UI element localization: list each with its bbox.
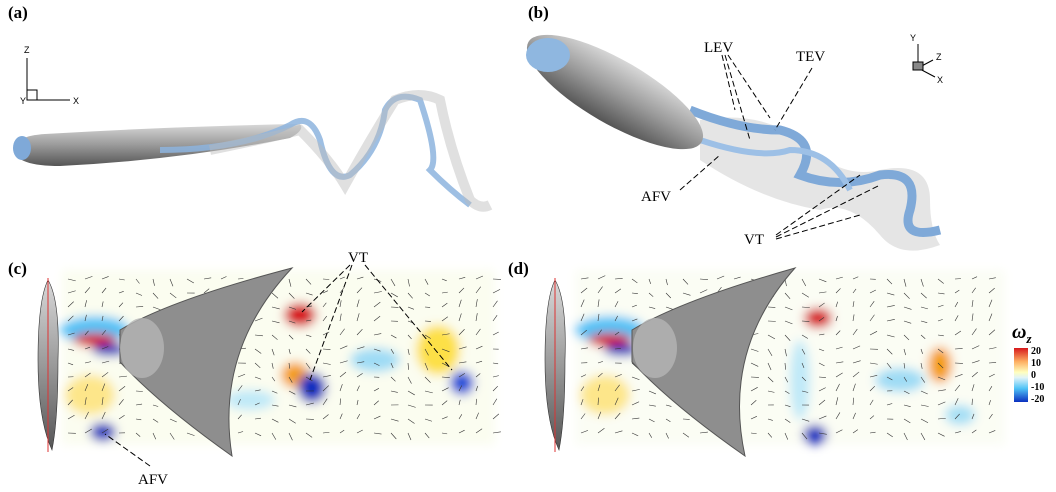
colorbar-tick-label: 10 bbox=[1031, 358, 1041, 369]
colorbar-title: ωz bbox=[1012, 321, 1032, 346]
colorbar-tick-label: -20 bbox=[1031, 394, 1044, 405]
colorbar-tick-label: 20 bbox=[1031, 346, 1041, 357]
fish-body bbox=[633, 318, 677, 378]
annotation: AFV bbox=[641, 189, 671, 205]
axis-label: X bbox=[73, 96, 79, 106]
panel-a: (a) Z Y X bbox=[8, 3, 490, 207]
axis-label: X bbox=[937, 75, 943, 85]
panel-d: (d) ωz 20100-10-20 bbox=[508, 259, 1044, 456]
annotation: LEV bbox=[704, 40, 733, 56]
fish-body bbox=[14, 124, 301, 166]
panel-b: (b) Y Z X LEV TEV AFV VT bbox=[512, 3, 943, 251]
fish-head bbox=[526, 38, 570, 72]
axis-label: Z bbox=[24, 45, 30, 55]
colorbar-tick-label: 0 bbox=[1031, 370, 1036, 381]
panel-label: (c) bbox=[8, 259, 27, 278]
axis-triad bbox=[913, 44, 935, 77]
fish-body bbox=[512, 14, 717, 169]
fish-head bbox=[13, 136, 31, 160]
figure: (a) Z Y X (b) Y Z X LEV TEV AFV VT (c) V… bbox=[0, 0, 1056, 492]
colorbar-scale bbox=[1014, 348, 1028, 402]
panel-c: (c) VT AFV bbox=[8, 250, 501, 488]
fish-body bbox=[120, 318, 164, 378]
panel-label: (a) bbox=[8, 3, 28, 22]
annotation: TEV bbox=[796, 49, 825, 65]
colorbar-tick-label: -10 bbox=[1031, 382, 1044, 393]
axis-triad bbox=[27, 58, 70, 100]
panel-label: (b) bbox=[528, 3, 549, 22]
annotation: AFV bbox=[138, 472, 168, 488]
panel-label: (d) bbox=[508, 259, 529, 278]
colorbar-subscript: z bbox=[1025, 331, 1032, 346]
colorbar: ωz 20100-10-20 bbox=[1012, 321, 1044, 405]
annotation: VT bbox=[744, 232, 764, 248]
colorbar-symbol: ω bbox=[1012, 321, 1026, 343]
annotation: VT bbox=[348, 250, 368, 266]
axis-label: Y bbox=[910, 33, 916, 43]
axis-label: Z bbox=[936, 52, 942, 62]
axis-label: Y bbox=[20, 96, 26, 106]
